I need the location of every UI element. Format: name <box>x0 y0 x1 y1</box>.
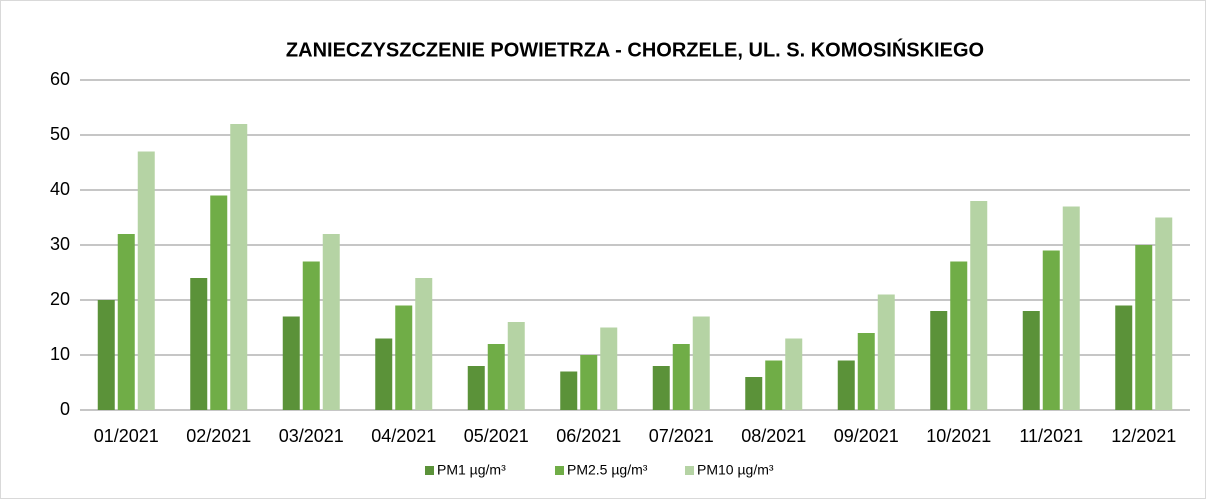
bar <box>692 316 710 410</box>
x-tick-label: 04/2021 <box>371 426 436 446</box>
bar <box>467 366 485 410</box>
bar <box>1115 305 1133 410</box>
legend-swatch <box>685 466 694 475</box>
bar <box>877 294 895 410</box>
x-tick-label: 07/2021 <box>649 426 714 446</box>
y-tick-label: 60 <box>50 69 70 89</box>
legend-label: PM10 µg/m³ <box>697 462 774 478</box>
x-tick-label: 09/2021 <box>834 426 899 446</box>
x-tick-label: 03/2021 <box>279 426 344 446</box>
bar <box>857 333 875 410</box>
legend-swatch <box>425 466 434 475</box>
bar <box>190 278 208 410</box>
y-tick-label: 40 <box>50 179 70 199</box>
bar <box>765 360 783 410</box>
bar <box>652 366 670 410</box>
bar <box>950 261 968 410</box>
y-tick-label: 20 <box>50 289 70 309</box>
bar <box>487 344 505 410</box>
chart-title: ZANIECZYSZCZENIE POWIETRZA - CHORZELE, U… <box>286 38 984 61</box>
bar <box>97 300 115 410</box>
x-tick-label: 08/2021 <box>741 426 806 446</box>
bar <box>210 195 228 410</box>
bar <box>415 278 433 410</box>
bar <box>322 234 340 410</box>
y-tick-label: 30 <box>50 234 70 254</box>
bar <box>282 316 300 410</box>
bar <box>560 371 578 410</box>
bar <box>117 234 135 410</box>
bar <box>375 338 393 410</box>
legend-label: PM1 µg/m³ <box>437 462 506 478</box>
legend-label: PM2.5 µg/m³ <box>567 462 648 478</box>
bar <box>1042 250 1060 410</box>
y-tick-label: 10 <box>50 344 70 364</box>
bar <box>230 124 248 410</box>
bar <box>970 201 988 410</box>
bar <box>302 261 320 410</box>
legend-swatch <box>555 466 564 475</box>
x-tick-label: 01/2021 <box>94 426 159 446</box>
bar <box>1062 206 1080 410</box>
bar <box>580 355 598 410</box>
x-tick-label: 05/2021 <box>464 426 529 446</box>
bar <box>1135 245 1153 410</box>
y-tick-label: 50 <box>50 124 70 144</box>
bar <box>137 151 155 410</box>
bar <box>930 311 948 410</box>
bar <box>600 327 618 410</box>
bar <box>785 338 803 410</box>
x-tick-label: 10/2021 <box>926 426 991 446</box>
x-tick-label: 11/2021 <box>1019 426 1083 446</box>
bar <box>837 360 855 410</box>
x-tick-label: 12/2021 <box>1111 426 1176 446</box>
x-tick-label: 06/2021 <box>556 426 621 446</box>
bar <box>507 322 525 410</box>
y-tick-label: 0 <box>60 399 70 419</box>
bar <box>745 377 763 410</box>
x-tick-label: 02/2021 <box>186 426 251 446</box>
bar <box>1022 311 1040 410</box>
bar <box>395 305 413 410</box>
bar <box>672 344 690 410</box>
bar <box>1155 217 1173 410</box>
